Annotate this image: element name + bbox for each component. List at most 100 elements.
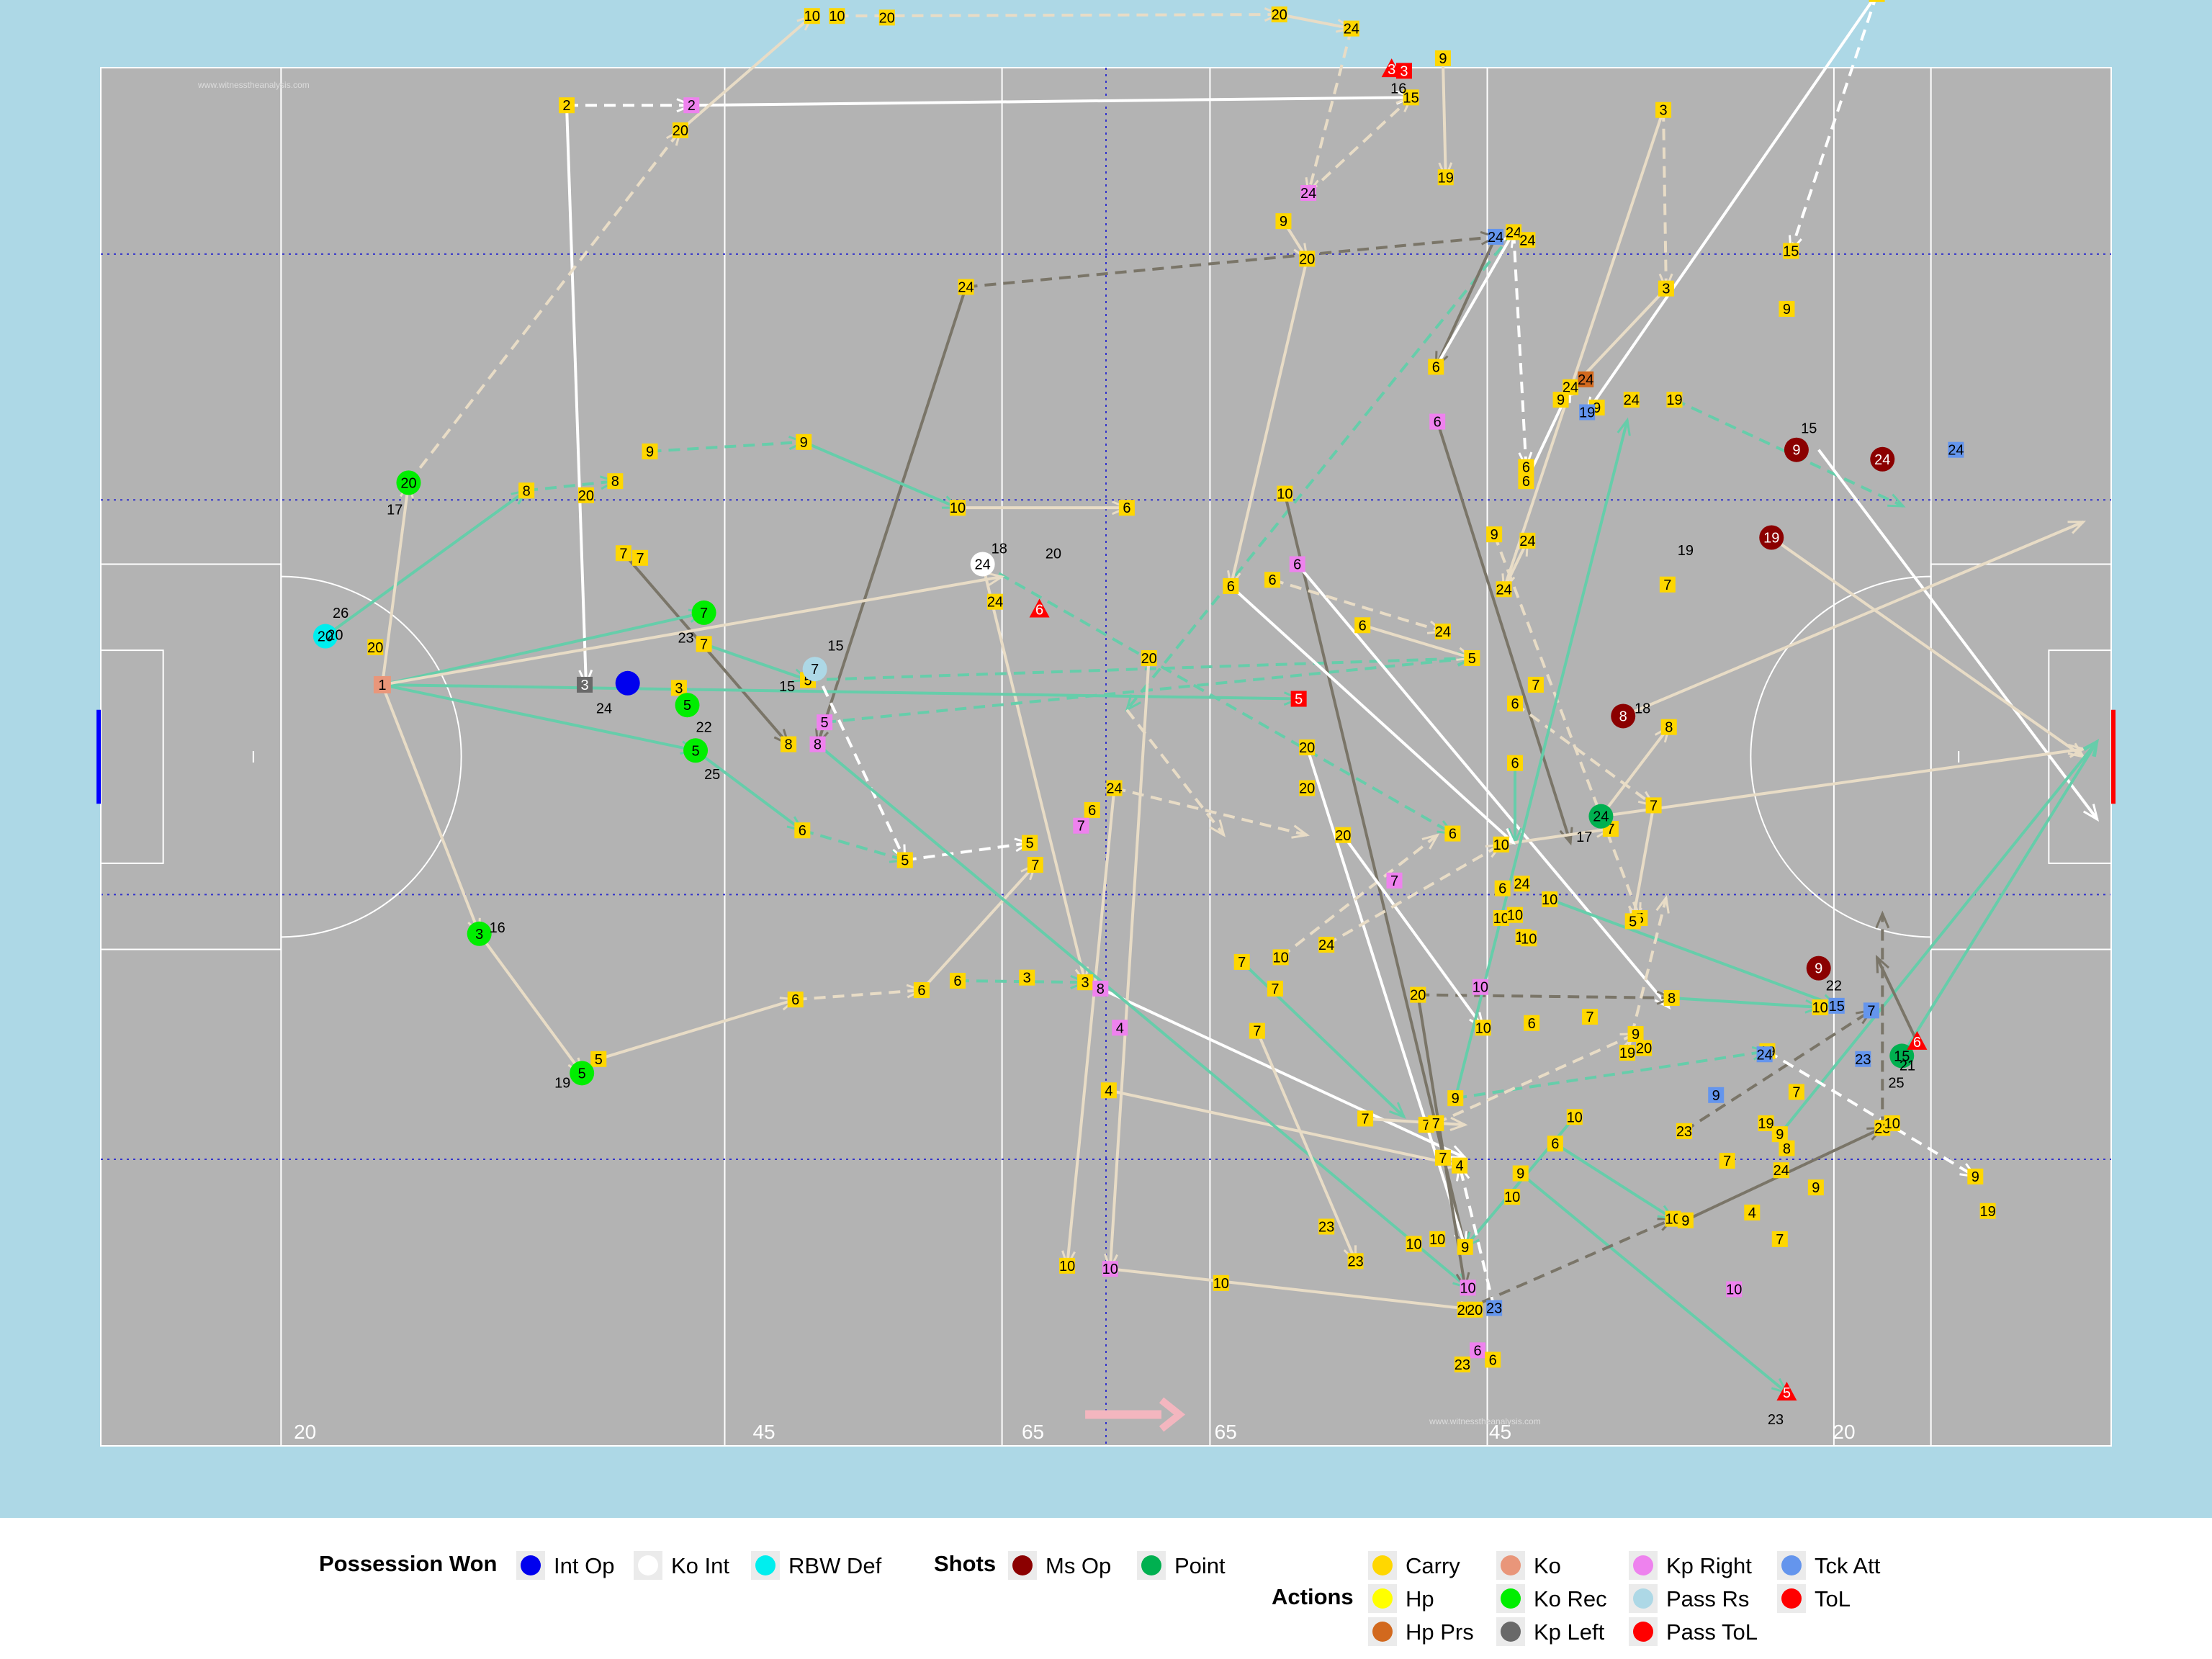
legend-key <box>751 1551 780 1580</box>
marker-carry: 7 <box>696 636 712 652</box>
marker-label: 24 <box>1318 938 1334 953</box>
marker-label: 5 <box>595 1052 603 1068</box>
marker-square <box>794 822 811 839</box>
annotation-label: 15 <box>1801 421 1817 436</box>
marker-ko-rec: 5 <box>570 1061 595 1086</box>
distance-label: 65 <box>1215 1421 1237 1443</box>
marker-label: 5 <box>901 853 909 869</box>
marker-label: 3 <box>675 680 683 696</box>
event-line-arrowhead <box>1887 493 1906 508</box>
marker-label: 6 <box>1293 557 1301 572</box>
marker-carry: 6 <box>1507 696 1524 712</box>
marker-carry: 8 <box>781 736 797 753</box>
marker-label: 7 <box>811 662 819 678</box>
event-line <box>1108 1089 1460 1167</box>
marker-square <box>1118 500 1135 516</box>
event-line-arrowhead <box>1449 1116 1468 1131</box>
marker-label: 7 <box>1606 822 1614 837</box>
marker-carry: 7 <box>1434 1149 1451 1166</box>
marker-label: 9 <box>1792 443 1800 459</box>
marker-label: 6 <box>1489 1352 1497 1368</box>
marker-label: 4 <box>1116 1020 1124 1036</box>
marker-carry: 6 <box>1223 577 1239 595</box>
marker-label: 10 <box>1504 1190 1520 1205</box>
marker-label: 24 <box>1514 876 1530 892</box>
marker-label: 10 <box>1507 908 1523 924</box>
marker-square <box>1460 1280 1476 1296</box>
marker-kp-right: 10 <box>1460 1280 1476 1296</box>
marker-carry: 10 <box>950 500 966 516</box>
marker-kp-right: 24 <box>1300 185 1316 202</box>
marker-carry: 10 <box>1493 836 1509 853</box>
event-line <box>1502 539 1529 590</box>
event-line <box>920 863 1037 992</box>
event-line-arrowhead <box>1875 910 1890 929</box>
event-line <box>1229 585 1515 845</box>
legend-swatch <box>1501 1622 1521 1642</box>
marker-carry: 24 <box>958 279 974 296</box>
marker-label: 7 <box>1650 798 1658 814</box>
marker-label: 9 <box>1972 1169 1979 1185</box>
marker-square <box>1869 0 1885 2</box>
marker-label: 5 <box>804 673 811 688</box>
marker-label: 23 <box>1347 1254 1363 1269</box>
marker-carry: 6 <box>1118 500 1135 516</box>
legend-key <box>1629 1617 1658 1646</box>
marker-square <box>1467 1301 1483 1318</box>
marker-carry: 15 <box>1783 243 1799 259</box>
marker-carry: 5 <box>896 852 913 869</box>
marker-carry: 9 <box>1807 1179 1824 1196</box>
marker-carry: 23 <box>1318 1218 1334 1236</box>
marker-carry: 9 <box>1677 1212 1694 1229</box>
marker-point: 24 <box>1588 804 1614 829</box>
marker-label: 23 <box>1455 1357 1470 1373</box>
marker-carry: 19 <box>1438 169 1454 186</box>
marker-square <box>670 680 687 696</box>
legend-swatch <box>638 1555 658 1575</box>
marker-carry: 19 <box>1666 392 1683 408</box>
marker-square <box>1788 1084 1804 1100</box>
marker-label: 10 <box>1277 487 1292 503</box>
marker-label: 5 <box>691 743 699 759</box>
marker-carry: 20 <box>367 639 383 656</box>
annotation-label: 26 <box>333 606 349 621</box>
marker-square <box>1773 1162 1789 1179</box>
marker-label: 10 <box>1567 1110 1583 1125</box>
marker-label: 23 <box>1318 1220 1334 1236</box>
marker-label: 20 <box>1636 1041 1652 1057</box>
marker-label: 3 <box>1388 62 1395 78</box>
marker-label: 6 <box>1913 1035 1921 1051</box>
marker-square <box>787 992 804 1008</box>
marker-carry: 24 <box>1519 532 1535 549</box>
event-line <box>649 440 804 453</box>
marker-carry: 6 <box>1485 1352 1501 1368</box>
marker-label: 24 <box>1300 186 1316 202</box>
marker-square <box>1290 691 1307 707</box>
marker-label: 6 <box>791 992 799 1008</box>
marker-square <box>1077 974 1094 991</box>
marker-carry: 23 <box>1676 1123 1692 1140</box>
marker-label: 7 <box>1432 1116 1440 1132</box>
marker-square <box>1504 1189 1521 1205</box>
marker-square <box>796 433 812 450</box>
marker-square <box>615 545 631 562</box>
marker-square <box>1347 1253 1364 1269</box>
marker-carry: 10 <box>1521 930 1537 947</box>
marker-dot <box>313 624 338 649</box>
marker-square <box>958 279 974 295</box>
legend-key <box>1777 1584 1806 1613</box>
marker-square <box>1507 907 1524 923</box>
marker-square <box>1403 89 1419 106</box>
legend-label: RBW Def <box>788 1553 882 1578</box>
marker-square <box>1619 1045 1635 1061</box>
event-line-arrowhead <box>1655 895 1670 914</box>
marker-carry: 7 <box>615 545 631 562</box>
marker-square <box>1100 1082 1117 1099</box>
event-line <box>904 841 1030 862</box>
pitch-markings <box>96 68 2116 1446</box>
legend-label: Kp Right <box>1666 1553 1752 1578</box>
marker-square <box>1102 1261 1118 1277</box>
marker-kp-right: 10 <box>1726 1281 1742 1298</box>
marker-label: 10 <box>1473 980 1488 996</box>
event-line <box>1108 657 1151 1269</box>
